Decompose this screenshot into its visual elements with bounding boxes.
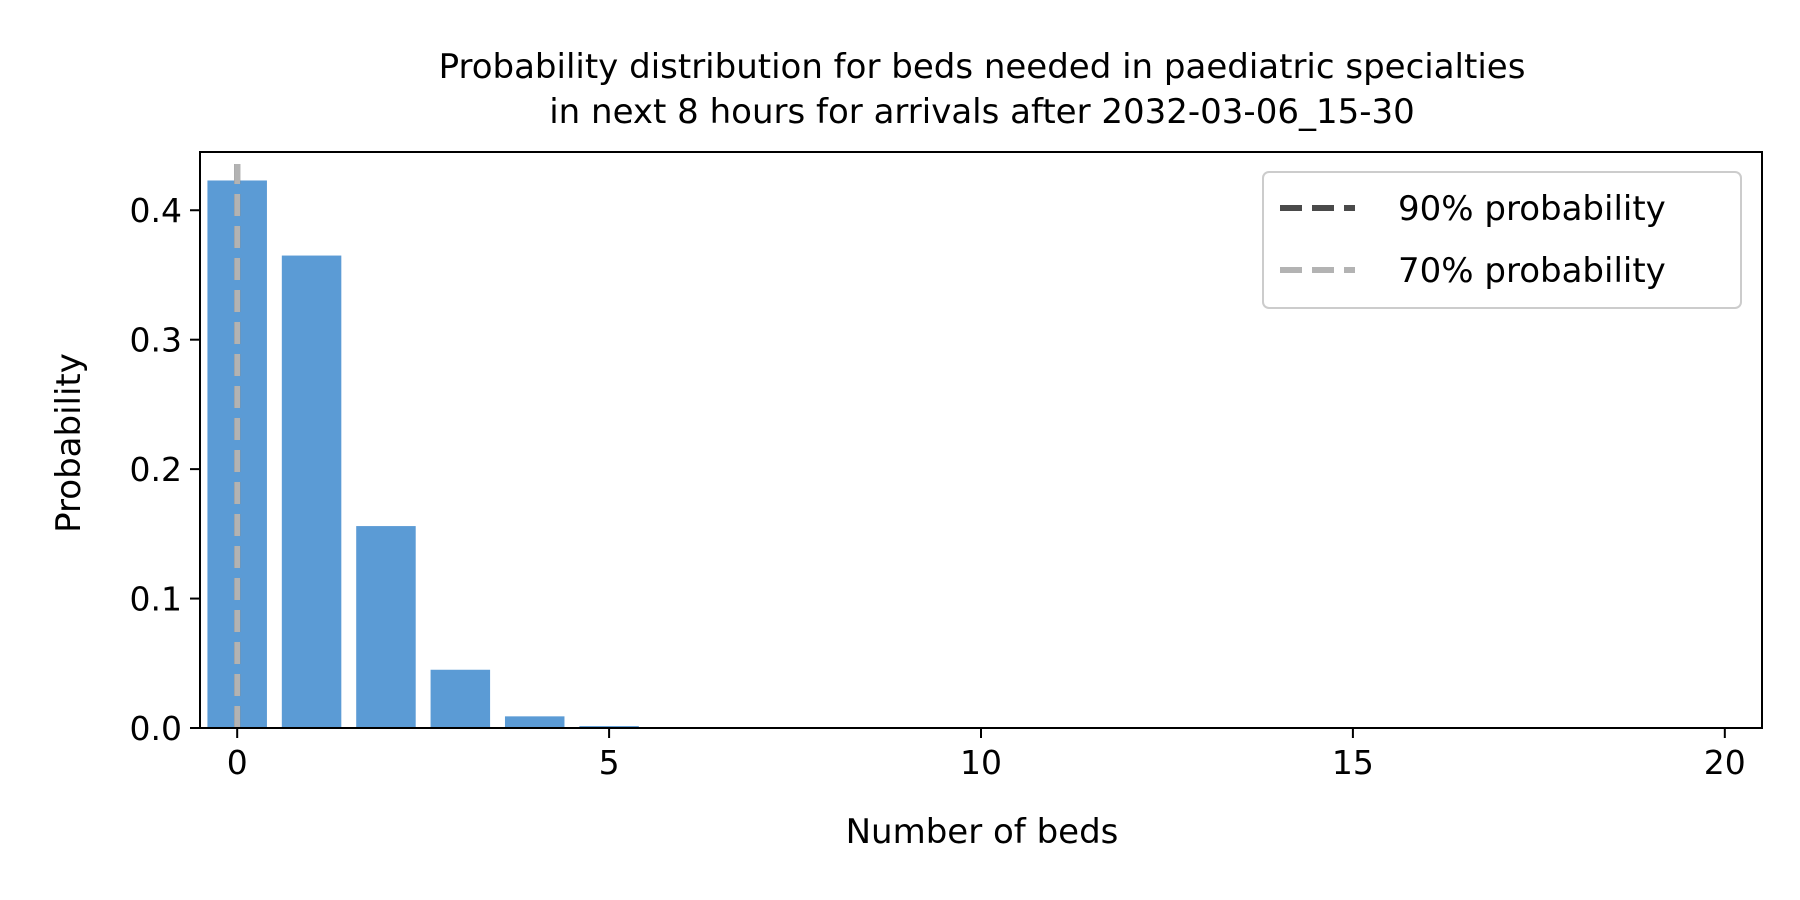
y-tick-label: 0.1	[130, 580, 182, 619]
x-tick-label: 0	[227, 743, 248, 782]
y-axis-ticks: 0.0 0.1 0.2 0.3 0.4	[130, 191, 200, 748]
y-tick-label: 0.4	[130, 191, 182, 230]
bar-1	[281, 255, 342, 728]
bar-3	[430, 669, 491, 728]
chart-title-line-1: Probability distribution for beds needed…	[439, 47, 1526, 87]
x-tick-label: 5	[599, 743, 620, 782]
bar-4	[504, 716, 565, 728]
x-axis-ticks: 0 5 10 15 20	[227, 728, 1746, 782]
y-tick-label: 0.2	[130, 450, 182, 489]
y-tick-label: 0.3	[130, 321, 182, 360]
x-tick-label: 20	[1704, 743, 1746, 782]
legend-box	[1262, 171, 1742, 309]
x-tick-label: 15	[1332, 743, 1374, 782]
legend-label-90: 90% probability	[1398, 189, 1666, 229]
legend-label-70: 70% probability	[1398, 251, 1666, 291]
y-axis-label: Probability	[49, 353, 89, 533]
x-tick-label: 10	[960, 743, 1002, 782]
bars	[207, 180, 714, 728]
bar-2	[356, 526, 416, 728]
x-axis-label: Number of beds	[846, 812, 1119, 852]
chart-title-line-2: in next 8 hours for arrivals after 2032-…	[549, 92, 1415, 132]
y-tick-label: 0.0	[130, 709, 182, 748]
legend: 90% probability 70% probability	[1262, 171, 1742, 309]
